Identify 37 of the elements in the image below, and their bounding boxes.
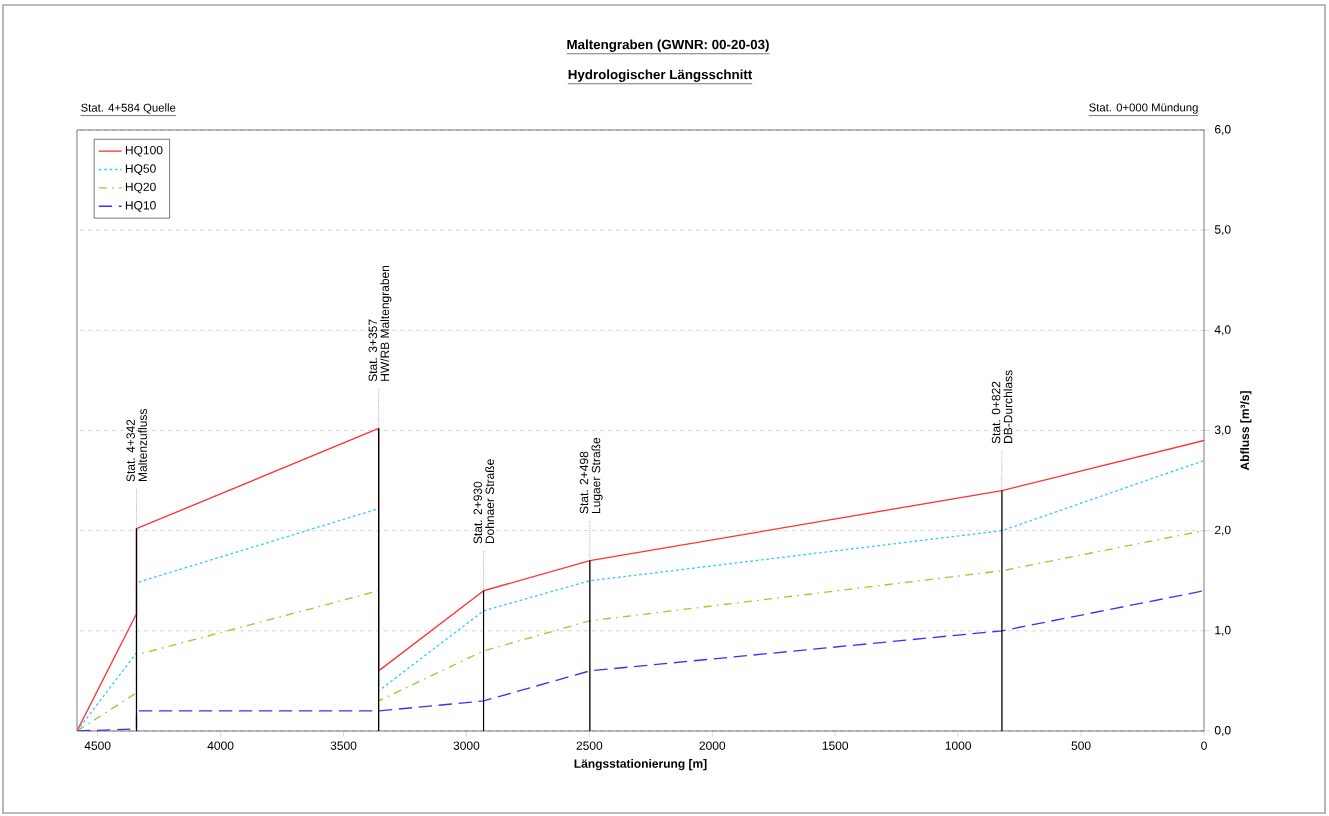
text: Stat. 0+000 Mündung (1089, 103, 1198, 114)
legend-label: HQ50 (125, 164, 156, 175)
y-tick-label: 6,0 (1215, 125, 1231, 135)
ref-line-label: Stat. 3+357 (368, 319, 378, 382)
legend-label: HQ10 (125, 201, 156, 212)
x-tick-label: 1500 (822, 741, 849, 750)
legend-label: HQ20 (125, 182, 156, 194)
y-tick-label: 3,0 (1214, 425, 1231, 436)
ref-line-label: Stat. 2+930 (473, 481, 483, 544)
x-tick-label: 500 (1071, 741, 1091, 750)
x-tick-label: 4000 (207, 741, 234, 750)
ref-line-label: Stat. 2+498 (579, 451, 589, 514)
x-tick-label: 3000 (453, 741, 480, 750)
x-tick-label: 2500 (576, 741, 603, 750)
x-tick-label: 1000 (945, 741, 972, 750)
y-tick-label: 2,0 (1215, 525, 1231, 536)
chart-title: Maltengraben (GWNR: 00-20-03) (567, 39, 769, 52)
y-tick-label: 0,0 (1214, 726, 1231, 736)
y-tick-label: 5,0 (1214, 225, 1231, 236)
chart-subtitle: Hydrologischer Längsschnitt (568, 69, 753, 82)
ref-line-label: Stat. 4+342 (126, 419, 135, 482)
text: Stat. 4+584 Quelle (81, 103, 176, 114)
x-axis-title: Längsstationierung [m] (574, 759, 707, 771)
y-tick-label: 4,0 (1214, 325, 1231, 336)
x-tick-label: 2000 (699, 741, 726, 750)
ref-line-label: Stat. 0+822 (991, 381, 1001, 444)
y-tick-label: 1,0 (1215, 625, 1231, 636)
legend-label: HQ100 (125, 145, 163, 157)
y-axis-title: Abfluss [m³/s] (1240, 391, 1252, 471)
x-tick-label: 0 (1201, 741, 1207, 750)
annotation: Dohnaer Straße (485, 459, 495, 544)
x-tick-label: 4500 (84, 741, 111, 750)
annotation: DB-Durchlass (1003, 370, 1013, 443)
annotation: HW/RB Maltengraben (380, 265, 392, 381)
annotation: Maltenzufluss (138, 409, 147, 481)
x-tick-label: 3500 (330, 741, 357, 750)
annotation: Lugaer Straße (591, 437, 603, 514)
